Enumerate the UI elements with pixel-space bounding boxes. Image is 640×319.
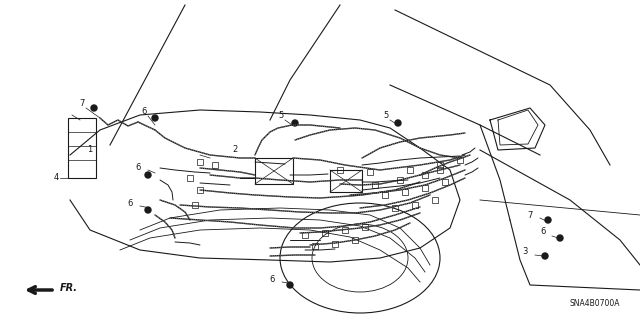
- Bar: [397, 177, 403, 183]
- Bar: [362, 224, 368, 230]
- Bar: [402, 189, 408, 195]
- Text: 6: 6: [135, 162, 141, 172]
- Circle shape: [152, 115, 158, 121]
- Bar: [422, 185, 428, 191]
- Bar: [302, 232, 308, 238]
- Bar: [437, 167, 443, 173]
- Bar: [68, 118, 96, 178]
- Text: 5: 5: [383, 112, 388, 121]
- Text: 7: 7: [79, 100, 84, 108]
- Text: 1: 1: [88, 145, 93, 154]
- Bar: [330, 170, 362, 192]
- Circle shape: [542, 253, 548, 259]
- Bar: [392, 205, 398, 211]
- Bar: [332, 241, 338, 247]
- Text: 5: 5: [278, 112, 284, 121]
- Bar: [342, 227, 348, 233]
- Bar: [322, 230, 328, 236]
- Bar: [255, 158, 293, 184]
- Text: 6: 6: [269, 276, 275, 285]
- Text: 4: 4: [53, 174, 59, 182]
- Bar: [197, 187, 203, 193]
- Bar: [382, 192, 388, 198]
- Text: 7: 7: [527, 211, 532, 219]
- Bar: [372, 182, 378, 188]
- Bar: [367, 169, 373, 175]
- Circle shape: [287, 282, 293, 288]
- Circle shape: [145, 207, 151, 213]
- Circle shape: [395, 120, 401, 126]
- Text: 2: 2: [232, 145, 237, 154]
- Text: 3: 3: [522, 248, 528, 256]
- Circle shape: [145, 172, 151, 178]
- Bar: [352, 237, 358, 243]
- Bar: [187, 175, 193, 181]
- Text: 6: 6: [127, 199, 132, 209]
- Bar: [197, 159, 203, 165]
- Text: 6: 6: [141, 108, 147, 116]
- Bar: [457, 157, 463, 163]
- Bar: [337, 167, 343, 173]
- Circle shape: [292, 120, 298, 126]
- Bar: [432, 197, 438, 203]
- Text: 6: 6: [540, 227, 546, 236]
- Bar: [407, 167, 413, 173]
- Bar: [422, 172, 428, 178]
- Text: SNA4B0700A: SNA4B0700A: [570, 299, 620, 308]
- Text: FR.: FR.: [60, 283, 78, 293]
- Bar: [442, 179, 448, 185]
- Circle shape: [545, 217, 551, 223]
- Bar: [212, 162, 218, 168]
- Bar: [192, 202, 198, 208]
- Bar: [437, 162, 443, 168]
- Bar: [312, 243, 318, 249]
- Bar: [412, 202, 418, 208]
- Circle shape: [91, 105, 97, 111]
- Circle shape: [557, 235, 563, 241]
